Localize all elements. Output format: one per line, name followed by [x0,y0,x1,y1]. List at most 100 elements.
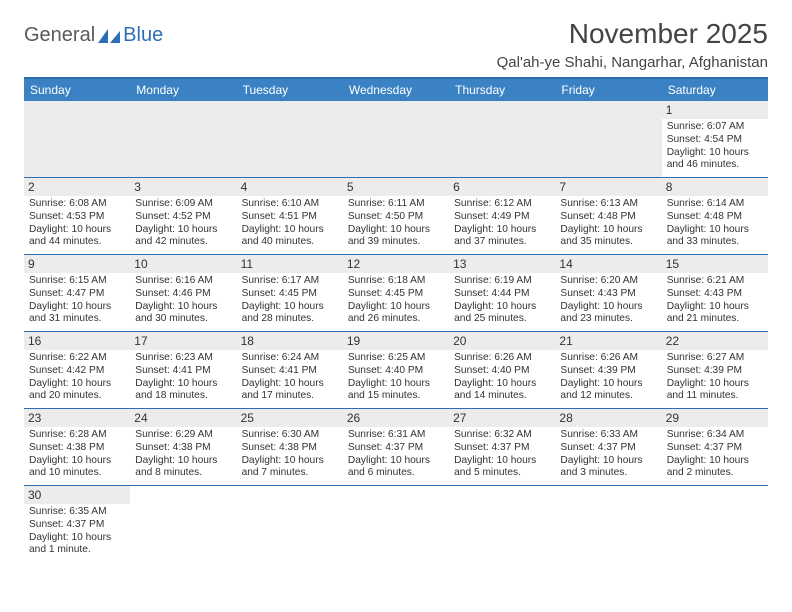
day-cell [24,101,130,178]
day-number: 26 [343,409,449,427]
day-details: Sunrise: 6:24 AMSunset: 4:41 PMDaylight:… [242,352,338,403]
day-details: Sunrise: 6:20 AMSunset: 4:43 PMDaylight:… [560,275,656,326]
day-number: 11 [237,255,343,273]
day-details: Sunrise: 6:13 AMSunset: 4:48 PMDaylight:… [560,198,656,249]
day-number: 27 [449,409,555,427]
day-details: Sunrise: 6:17 AMSunset: 4:45 PMDaylight:… [242,275,338,326]
day-cell: 13 Sunrise: 6:19 AMSunset: 4:44 PMDayligh… [449,255,555,332]
day-number: 30 [24,486,130,504]
week-row: 23Sunrise: 6:28 AMSunset: 4:38 PMDayligh… [24,409,768,486]
calendar-table: Sunday Monday Tuesday Wednesday Thursday… [24,77,768,562]
day-cell [237,101,343,178]
day-cell: 2 Sunrise: 6:08 AMSunset: 4:53 PMDaylight… [24,178,130,255]
day-cell: 18 Sunrise: 6:24 AMSunset: 4:41 PMDayligh… [237,332,343,409]
day-details: Sunrise: 6:10 AMSunset: 4:51 PMDaylight:… [242,198,338,249]
day-details: Sunrise: 6:34 AMSunset: 4:37 PMDaylight:… [667,429,763,480]
day-cell [555,101,661,178]
day-details: Sunrise: 6:35 AMSunset: 4:37 PMDaylight:… [29,506,125,557]
week-row: 2 Sunrise: 6:08 AMSunset: 4:53 PMDaylight… [24,178,768,255]
day-cell [449,101,555,178]
day-details: Sunrise: 6:33 AMSunset: 4:37 PMDaylight:… [560,429,656,480]
day-number: 15 [662,255,768,273]
day-details: Sunrise: 6:11 AMSunset: 4:50 PMDaylight:… [348,198,444,249]
day-cell: 9 Sunrise: 6:15 AMSunset: 4:47 PMDaylight… [24,255,130,332]
day-number: 24 [130,409,236,427]
day-number: 21 [555,332,661,350]
day-cell: 23Sunrise: 6:28 AMSunset: 4:38 PMDayligh… [24,409,130,486]
day-number: 18 [237,332,343,350]
day-number: 12 [343,255,449,273]
day-number: 2 [24,178,130,196]
day-details: Sunrise: 6:19 AMSunset: 4:44 PMDaylight:… [454,275,550,326]
day-number: 22 [662,332,768,350]
day-cell [449,486,555,563]
col-sunday: Sunday [24,78,130,101]
day-details: Sunrise: 6:26 AMSunset: 4:39 PMDaylight:… [560,352,656,403]
day-cell [343,486,449,563]
day-cell: 28 Sunrise: 6:33 AMSunset: 4:37 PMDayligh… [555,409,661,486]
day-number: 3 [130,178,236,196]
day-number: 9 [24,255,130,273]
day-number: 19 [343,332,449,350]
day-cell: 26 Sunrise: 6:31 AMSunset: 4:37 PMDayligh… [343,409,449,486]
day-number: 8 [662,178,768,196]
brand-logo: General Blue [24,24,163,47]
day-details: Sunrise: 6:23 AMSunset: 4:41 PMDaylight:… [135,352,231,403]
day-cell: 1 Sunrise: 6:07 AMSunset: 4:54 PMDaylight… [662,101,768,178]
day-details: Sunrise: 6:16 AMSunset: 4:46 PMDaylight:… [135,275,231,326]
brand-part2: Blue [123,24,163,47]
day-number: 29 [662,409,768,427]
week-row: 16Sunrise: 6:22 AMSunset: 4:42 PMDayligh… [24,332,768,409]
day-cell [130,101,236,178]
day-details: Sunrise: 6:30 AMSunset: 4:38 PMDaylight:… [242,429,338,480]
day-details: Sunrise: 6:08 AMSunset: 4:53 PMDaylight:… [29,198,125,249]
day-details: Sunrise: 6:22 AMSunset: 4:42 PMDaylight:… [29,352,125,403]
day-number: 10 [130,255,236,273]
day-details: Sunrise: 6:26 AMSunset: 4:40 PMDaylight:… [454,352,550,403]
day-cell: 20 Sunrise: 6:26 AMSunset: 4:40 PMDayligh… [449,332,555,409]
day-details: Sunrise: 6:21 AMSunset: 4:43 PMDaylight:… [667,275,763,326]
col-friday: Friday [555,78,661,101]
week-row: 1 Sunrise: 6:07 AMSunset: 4:54 PMDaylight… [24,101,768,178]
day-cell: 3 Sunrise: 6:09 AMSunset: 4:52 PMDaylight… [130,178,236,255]
day-number: 5 [343,178,449,196]
title-block: November 2025 Qal'ah-ye Shahi, Nangarhar… [497,18,768,71]
sail-icon [98,28,122,44]
day-number: 17 [130,332,236,350]
day-details: Sunrise: 6:29 AMSunset: 4:38 PMDaylight:… [135,429,231,480]
day-cell: 6Sunrise: 6:12 AMSunset: 4:49 PMDaylight… [449,178,555,255]
day-number: 20 [449,332,555,350]
day-details: Sunrise: 6:28 AMSunset: 4:38 PMDaylight:… [29,429,125,480]
day-cell: 10 Sunrise: 6:16 AMSunset: 4:46 PMDayligh… [130,255,236,332]
day-number: 4 [237,178,343,196]
day-number: 1 [662,101,768,119]
day-number: 13 [449,255,555,273]
day-cell: 5 Sunrise: 6:11 AMSunset: 4:50 PMDaylight… [343,178,449,255]
day-cell: 14 Sunrise: 6:20 AMSunset: 4:43 PMDayligh… [555,255,661,332]
week-row: 9 Sunrise: 6:15 AMSunset: 4:47 PMDaylight… [24,255,768,332]
day-cell: 17 Sunrise: 6:23 AMSunset: 4:41 PMDayligh… [130,332,236,409]
day-cell [662,486,768,563]
col-saturday: Saturday [662,78,768,101]
day-details: Sunrise: 6:31 AMSunset: 4:37 PMDaylight:… [348,429,444,480]
day-cell [130,486,236,563]
day-cell: 4 Sunrise: 6:10 AMSunset: 4:51 PMDaylight… [237,178,343,255]
col-tuesday: Tuesday [237,78,343,101]
day-number: 14 [555,255,661,273]
week-row: 30 Sunrise: 6:35 AMSunset: 4:37 PMDayligh… [24,486,768,563]
day-cell: 19Sunrise: 6:25 AMSunset: 4:40 PMDayligh… [343,332,449,409]
day-details: Sunrise: 6:32 AMSunset: 4:37 PMDaylight:… [454,429,550,480]
day-cell: 7 Sunrise: 6:13 AMSunset: 4:48 PMDaylight… [555,178,661,255]
day-cell: 21 Sunrise: 6:26 AMSunset: 4:39 PMDayligh… [555,332,661,409]
brand-part1: General [24,24,95,47]
day-details: Sunrise: 6:09 AMSunset: 4:52 PMDaylight:… [135,198,231,249]
day-cell: 27 Sunrise: 6:32 AMSunset: 4:37 PMDayligh… [449,409,555,486]
day-cell: 24 Sunrise: 6:29 AMSunset: 4:38 PMDayligh… [130,409,236,486]
day-number: 25 [237,409,343,427]
day-number: 28 [555,409,661,427]
day-details: Sunrise: 6:07 AMSunset: 4:54 PMDaylight:… [667,121,763,172]
col-wednesday: Wednesday [343,78,449,101]
day-details: Sunrise: 6:27 AMSunset: 4:39 PMDaylight:… [667,352,763,403]
day-details: Sunrise: 6:15 AMSunset: 4:47 PMDaylight:… [29,275,125,326]
day-number: 7 [555,178,661,196]
